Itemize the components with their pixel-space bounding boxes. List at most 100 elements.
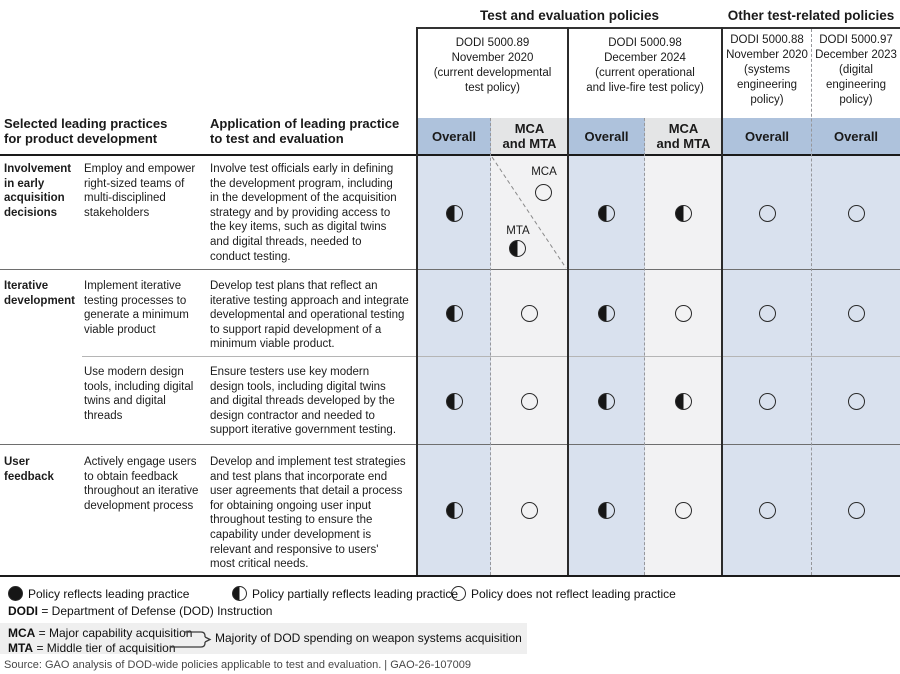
row-practice: Use modern design tools, including digit… xyxy=(84,366,194,422)
rating-cell xyxy=(417,357,491,445)
rating-cell xyxy=(417,445,491,575)
vline-group1-mid xyxy=(567,27,569,575)
rating-circle xyxy=(847,501,865,519)
rating-circle xyxy=(847,204,865,222)
mca-definition: MCA = Major capability acquisition xyxy=(8,626,192,640)
rating-circle xyxy=(758,204,776,222)
left-header-application: Application of leading practice to test … xyxy=(210,116,400,146)
rating-circle xyxy=(758,501,776,519)
divider-under-group-titles xyxy=(417,27,900,29)
legend-label-full: Policy reflects leading practice xyxy=(28,587,190,601)
vline-group-boundary xyxy=(721,27,723,575)
rating-cell xyxy=(722,445,812,575)
rating-cell xyxy=(645,445,722,575)
subheader-overall-98: Overall xyxy=(568,118,645,154)
rating-circle xyxy=(535,184,552,201)
rating-cell xyxy=(568,357,645,445)
legend-empty-circle-icon xyxy=(451,586,466,601)
vdash-other-columns xyxy=(811,29,812,575)
rating-cell xyxy=(812,270,900,357)
rating-cell xyxy=(812,357,900,445)
rating-circle xyxy=(445,204,463,222)
policy-header-dodi-5000-88: DODI 5000.88 November 2020 (systems engi… xyxy=(726,34,808,106)
mta-definition: MTA = Middle tier of acquisition xyxy=(8,641,176,655)
rating-circle xyxy=(521,305,538,322)
legend-half-circle-icon xyxy=(232,586,247,601)
rating-cell xyxy=(722,156,812,270)
legend-label-half: Policy partially reflects leading practi… xyxy=(252,587,459,601)
vline-table-left xyxy=(416,27,418,575)
rating-circle xyxy=(598,305,615,322)
row-application: Develop test plans that reflect an itera… xyxy=(210,280,409,351)
row-application: Ensure testers use key modern design too… xyxy=(210,366,397,437)
rating-cell xyxy=(568,445,645,575)
rating-circle xyxy=(758,392,776,410)
rating-cell-split: MCA MTA xyxy=(491,156,568,270)
rating-cell xyxy=(645,270,722,357)
subheader-overall-89: Overall xyxy=(417,118,491,154)
policy-header-dodi-5000-89: DODI 5000.89 November 2020 (current deve… xyxy=(433,37,552,94)
divider-table-bottom xyxy=(0,575,900,577)
rating-cell xyxy=(417,156,491,270)
vdash-overall-mca-98 xyxy=(644,118,645,575)
subheader-mca-mta-98: MCA and MTA xyxy=(645,118,722,154)
rating-circle xyxy=(598,392,615,410)
subheader-mca-mta-89: MCA and MTA xyxy=(491,118,568,154)
row-category: Involvement in early acquisition decisio… xyxy=(4,163,72,219)
rating-circle xyxy=(598,501,615,519)
rating-cell xyxy=(568,270,645,357)
row-practice: Employ and empower right-sized teams of … xyxy=(84,163,196,219)
policy-header-dodi-5000-98: DODI 5000.98 December 2024 (current oper… xyxy=(586,37,704,94)
rating-cell xyxy=(491,270,568,357)
rating-cell xyxy=(645,357,722,445)
subheader-overall-88: Overall xyxy=(722,118,812,154)
rating-circle xyxy=(445,305,463,322)
rating-circle xyxy=(521,392,538,410)
rating-cell xyxy=(812,156,900,270)
rating-circle xyxy=(445,392,463,410)
rating-circle xyxy=(675,501,692,519)
row-category: User feedback xyxy=(4,456,54,483)
row-divider-2 xyxy=(82,356,900,357)
row-application: Involve test officials early in defining… xyxy=(210,163,397,263)
rating-circle xyxy=(445,501,463,519)
rating-cell xyxy=(645,156,722,270)
row-divider-1 xyxy=(0,269,900,270)
rating-circle xyxy=(509,240,526,257)
rating-cell xyxy=(417,270,491,357)
rating-cell xyxy=(722,357,812,445)
rating-circle xyxy=(675,305,692,322)
dodi-definition: DODI = Department of Defense (DOD) Instr… xyxy=(8,604,272,618)
left-header-practices: Selected leading practices for product d… xyxy=(4,116,168,146)
rating-cell xyxy=(491,357,568,445)
subheader-overall-97: Overall xyxy=(812,118,900,154)
divider-header-body xyxy=(0,154,900,156)
mta-term: MTA xyxy=(8,641,34,655)
row-divider-3 xyxy=(0,444,900,445)
mca-term: MCA xyxy=(8,626,36,640)
rating-circle xyxy=(847,305,865,322)
rating-circle xyxy=(521,501,538,519)
rating-circle xyxy=(675,392,692,410)
vdash-overall-mca-89 xyxy=(490,118,491,575)
split-label-mta: MTA xyxy=(506,225,530,237)
rating-circle xyxy=(675,204,692,222)
rating-cell xyxy=(722,270,812,357)
diagonal-split-line xyxy=(491,156,567,269)
legend-label-none: Policy does not reflect leading practice xyxy=(471,587,676,601)
dodi-term: DODI xyxy=(8,604,38,618)
rating-circle xyxy=(847,392,865,410)
mca-mta-note-box xyxy=(0,623,527,654)
brace-connector-icon xyxy=(170,631,212,648)
policy-header-dodi-5000-97: DODI 5000.97 December 2023 (digital engi… xyxy=(815,34,897,106)
row-practice: Implement iterative testing processes to… xyxy=(84,280,189,336)
rating-circle xyxy=(598,204,615,222)
rating-cell xyxy=(812,445,900,575)
dodi-def-text: = Department of Defense (DOD) Instructio… xyxy=(41,604,273,618)
mta-def-text: = Middle tier of acquisition xyxy=(36,641,176,655)
row-category: Iterative development xyxy=(4,280,75,307)
mca-def-text: = Major capability acquisition xyxy=(38,626,193,640)
group-title-test-and-evaluation: Test and evaluation policies xyxy=(479,8,660,23)
rating-cell xyxy=(491,445,568,575)
